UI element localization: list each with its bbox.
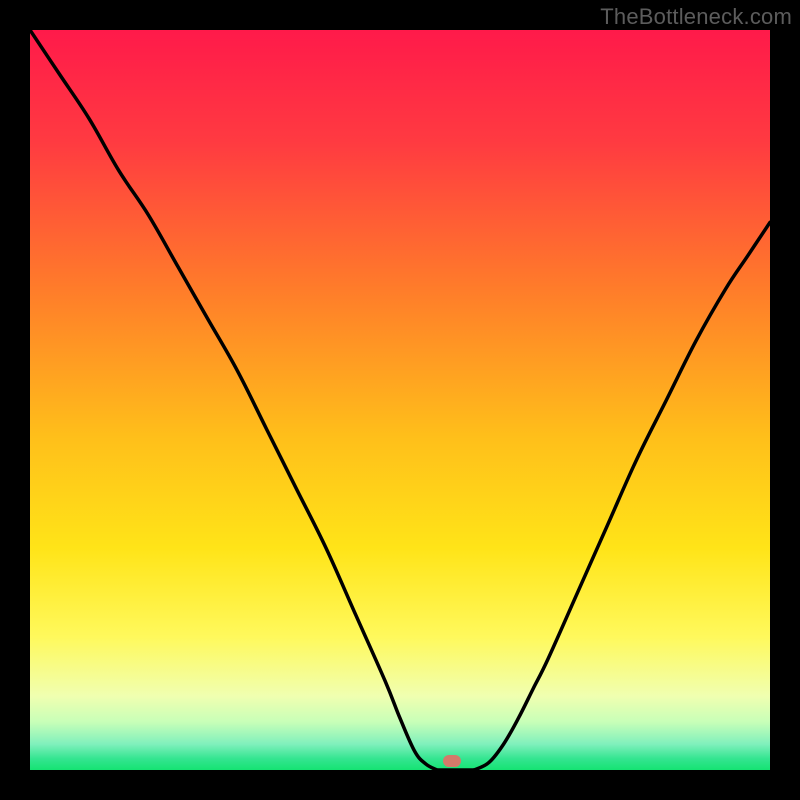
bottleneck-curve [30, 30, 770, 770]
plot-area [30, 30, 770, 770]
chart-canvas: TheBottleneck.com [0, 0, 800, 800]
optimum-marker [443, 755, 461, 767]
watermark-text: TheBottleneck.com [600, 4, 792, 30]
